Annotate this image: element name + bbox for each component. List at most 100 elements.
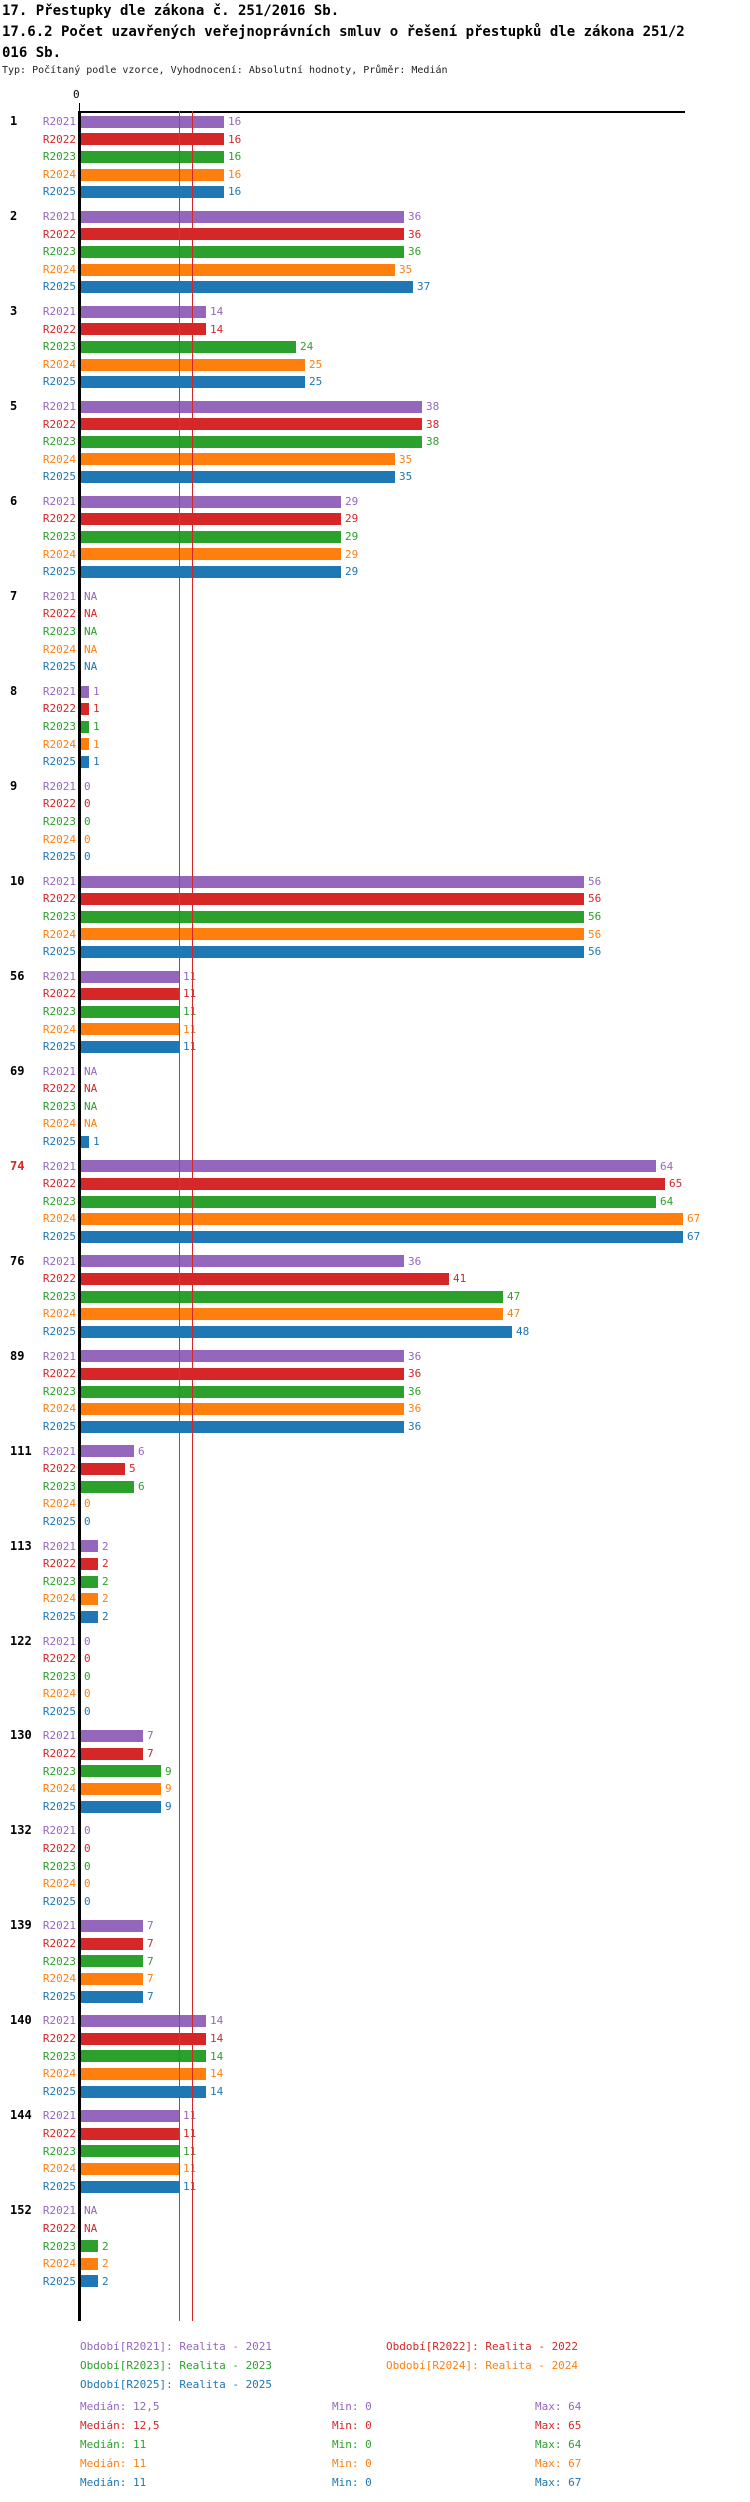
value-label: 56 xyxy=(588,892,602,906)
bar-row: R2025 1 xyxy=(0,1133,750,1151)
bar-row: R2023 36 xyxy=(0,1383,750,1401)
value-label: 16 xyxy=(228,167,242,181)
series-label: R2023 xyxy=(42,1859,76,1873)
value-label: 11 xyxy=(183,1004,197,1018)
bar-row: R2021 7 xyxy=(0,1727,750,1745)
series-label: R2024 xyxy=(42,452,76,466)
stat-min: Min: 0 xyxy=(332,2476,372,2489)
bar xyxy=(80,1610,98,1623)
value-label: 0 xyxy=(84,832,91,846)
series-label: R2021 xyxy=(42,1729,76,1743)
bar-group-130: 130 R2021 7 R2022 7 R2023 9 R2024 9 R2025 9 xyxy=(0,1727,750,1815)
value-label: 36 xyxy=(408,227,422,241)
value-label: 0 xyxy=(84,1704,91,1718)
bar-row: R2021 36 xyxy=(0,1348,750,1366)
value-label: 47 xyxy=(507,1289,521,1303)
bar xyxy=(80,1403,404,1416)
value-label: 16 xyxy=(228,150,242,164)
bar xyxy=(80,1420,404,1433)
stat-max: Max: 67 xyxy=(535,2457,582,2470)
bar-row: R2021 36 xyxy=(0,208,750,226)
bar-row: R2024 35 xyxy=(0,451,750,469)
bar-row: R2025 25 xyxy=(0,373,750,391)
bar xyxy=(80,566,341,579)
series-label: R2025 xyxy=(42,755,76,769)
series-label: R2023 xyxy=(42,1764,76,1778)
series-label: R2024 xyxy=(42,1117,76,1131)
bar xyxy=(80,1540,98,1553)
value-label: 36 xyxy=(408,209,422,223)
bar xyxy=(80,1955,143,1968)
value-label: 6 xyxy=(138,1444,145,1458)
series-label: R2023 xyxy=(42,1194,76,1208)
series-label: R2022 xyxy=(42,797,76,811)
value-label: 1 xyxy=(93,702,100,716)
bar xyxy=(80,1557,98,1570)
bar-row: R2025 67 xyxy=(0,1228,750,1246)
bar xyxy=(80,1325,512,1338)
bar-row: R2025 2 xyxy=(0,2273,750,2291)
series-label: R2021 xyxy=(42,589,76,603)
bar-group-10: 10 R2021 56 R2022 56 R2023 56 R2024 56 R2025 56 xyxy=(0,873,750,961)
bar xyxy=(80,1255,404,1268)
value-label: 9 xyxy=(165,1782,172,1796)
bar-row: R2024 0 xyxy=(0,1685,750,1703)
series-label: R2024 xyxy=(42,1497,76,1511)
value-label: 2 xyxy=(102,2274,109,2288)
bar xyxy=(80,548,341,561)
value-label: 0 xyxy=(84,1514,91,1528)
bar-group-6: 6 R2021 29 R2022 29 R2023 29 R2024 29 R2025 29 xyxy=(0,493,750,581)
series-label: R2022 xyxy=(42,2031,76,2045)
legend-item: Období[R2022]: Realita - 2022 xyxy=(386,2340,579,2353)
value-label: 14 xyxy=(210,304,224,318)
value-label: 1 xyxy=(93,1135,100,1149)
series-label: R2023 xyxy=(42,245,76,259)
series-label: R2021 xyxy=(42,1824,76,1838)
stat-median: Medián: 11 xyxy=(80,2476,147,2489)
series-label: R2023 xyxy=(42,530,76,544)
value-label: 11 xyxy=(183,2126,197,2140)
bar-group-9: 9 R2021 0 R2022 0 R2023 0 R2024 0 R2025 0 xyxy=(0,778,750,866)
value-label: 0 xyxy=(84,779,91,793)
series-label: R2022 xyxy=(42,322,76,336)
value-label: 29 xyxy=(345,512,359,526)
bar xyxy=(80,2275,98,2288)
stat-median: Medián: 11 xyxy=(80,2457,147,2470)
bar-row: R2025 7 xyxy=(0,1988,750,2006)
bar xyxy=(80,400,422,413)
bar-group-132: 132 R2021 0 R2022 0 R2023 0 R2024 0 R2025 0 xyxy=(0,1822,750,1910)
bar xyxy=(80,1920,143,1933)
bar xyxy=(80,530,341,543)
bar xyxy=(80,471,395,484)
value-label: NA xyxy=(84,1117,98,1131)
bar-row: R2022 1 xyxy=(0,700,750,718)
series-label: R2022 xyxy=(42,227,76,241)
group-label: 3 xyxy=(10,303,18,318)
value-label: 14 xyxy=(210,2049,224,2063)
bar-row: R2021 2 xyxy=(0,1538,750,1556)
bar xyxy=(80,1350,404,1363)
value-label: 36 xyxy=(408,1384,422,1398)
value-label: 2 xyxy=(102,1592,109,1606)
series-label: R2025 xyxy=(42,280,76,294)
series-label: R2024 xyxy=(42,832,76,846)
bar-row: R2025 0 xyxy=(0,1893,750,1911)
bar-group-111: 111 R2021 6 R2022 5 R2023 6 R2024 0 R2025 0 xyxy=(0,1443,750,1531)
bar xyxy=(80,263,395,276)
series-label: R2022 xyxy=(42,1462,76,1476)
value-label: 0 xyxy=(84,1894,91,1908)
bar xyxy=(80,970,179,983)
value-label: 7 xyxy=(147,1989,154,2003)
bar-row: R2023 2 xyxy=(0,1573,750,1591)
value-label: 2 xyxy=(102,2239,109,2253)
bar-row: R2024 47 xyxy=(0,1305,750,1323)
series-label: R2022 xyxy=(42,1652,76,1666)
series-label: R2024 xyxy=(42,547,76,561)
bar-group-76: 76 R2021 36 R2022 41 R2023 47 R2024 47 R2025 48 xyxy=(0,1253,750,1341)
group-label: 130 xyxy=(10,1728,32,1743)
bar xyxy=(80,1230,683,1243)
bar-row: R2024 0 xyxy=(0,1875,750,1893)
series-label: R2023 xyxy=(42,1574,76,1588)
y-axis-line xyxy=(78,111,81,2321)
bar xyxy=(80,115,224,128)
